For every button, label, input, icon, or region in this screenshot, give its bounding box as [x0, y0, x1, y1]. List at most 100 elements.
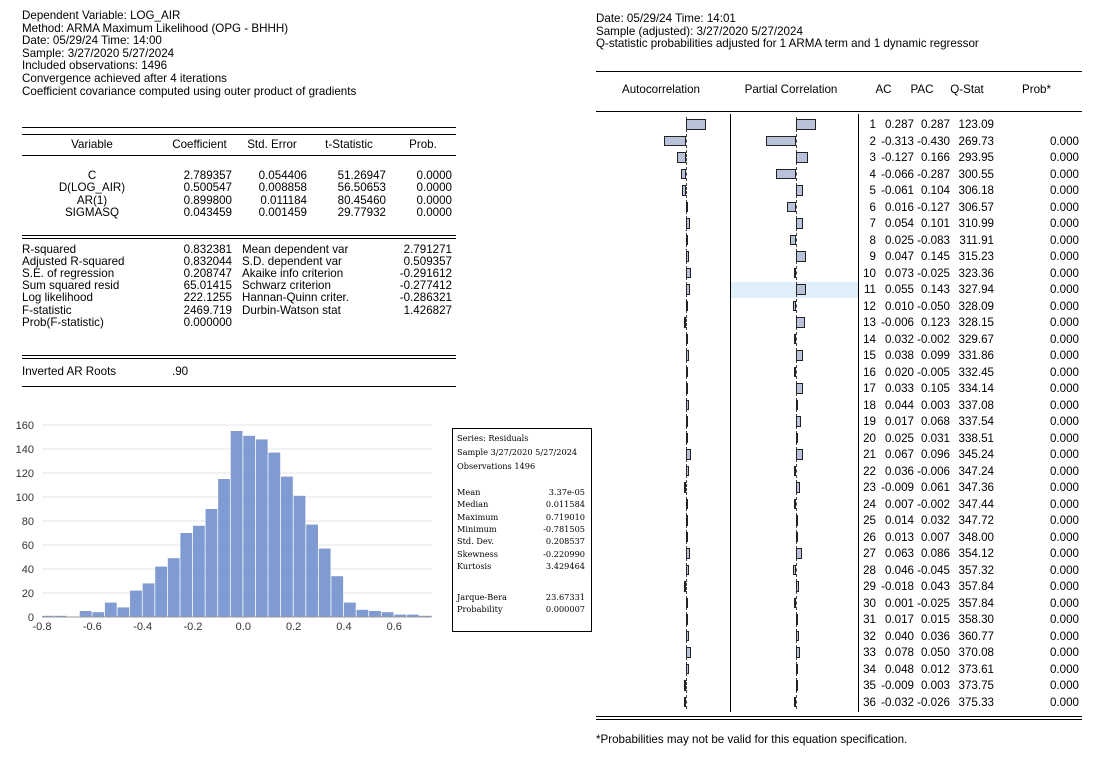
column-header: Prob*: [1021, 83, 1051, 96]
divider: [22, 127, 456, 128]
jarque-bera-label: Jarque-Bera: [457, 592, 507, 602]
table-cell: 0.000: [1049, 530, 1079, 544]
zero-line: [686, 579, 687, 594]
table-cell: 373.75: [958, 679, 994, 692]
ac-bar: [686, 399, 690, 410]
table-cell: 32: [863, 629, 876, 643]
ac-bar: [686, 366, 688, 377]
table-cell: -0.045: [917, 563, 950, 577]
table-cell: 18: [863, 398, 876, 412]
zero-line: [796, 166, 797, 181]
y-tick-label: 60: [22, 540, 34, 552]
column-header: Partial Correlation: [744, 83, 838, 96]
ac-bar: [686, 531, 688, 542]
x-tick-label: -0.8: [33, 621, 52, 633]
table-cell: 0.166: [920, 151, 950, 164]
stat-label: Akaike info criterion: [242, 267, 344, 281]
table-cell: 300.55: [958, 167, 994, 181]
zero-line: [796, 199, 797, 214]
table-cell: 31: [863, 613, 876, 626]
table-cell: 0.000: [1049, 497, 1079, 511]
histogram-bar: [205, 509, 218, 617]
zero-line: [796, 694, 797, 709]
table-cell: 25: [863, 514, 876, 527]
ac-bar: [684, 317, 686, 328]
ac-bar: [681, 168, 686, 179]
table-cell: -0.430: [917, 134, 950, 148]
table-cell: 0.000: [1049, 316, 1079, 329]
table-cell: 3: [869, 151, 876, 164]
table-cell: 0.014: [884, 514, 914, 527]
stat-label: Log likelihood: [22, 291, 93, 305]
table-cell: 0.000: [1049, 481, 1079, 494]
table-cell: 0.008858: [258, 181, 307, 195]
residual-stat-label: Minimum: [457, 523, 497, 534]
header-line: Included observations: 1496: [22, 59, 168, 73]
table-cell: 0.105: [920, 382, 950, 395]
stat-value: -0.291612: [399, 267, 452, 281]
residual-stats-box: Series: Residuals Sample 3/27/2020 5/27/2…: [452, 428, 592, 632]
table-cell: 0.016: [884, 200, 914, 214]
table-cell: 293.95: [958, 151, 994, 164]
table-row: 20 0.025 0.031 338.51 0.000: [596, 430, 1082, 447]
table-cell: 334.14: [958, 382, 994, 395]
table-cell: 328.09: [958, 299, 994, 313]
histogram-bar: [381, 612, 394, 617]
residual-stat-value: -0.781505: [543, 523, 585, 534]
table-cell: 327.94: [958, 283, 994, 296]
pac-bar: [796, 251, 807, 262]
pac-bar: [796, 614, 798, 625]
zero-line: [796, 232, 797, 247]
histogram-bar: [218, 479, 230, 617]
histogram-bar: [142, 583, 155, 617]
table-cell: 0.000: [1049, 679, 1079, 692]
residual-histogram: 0 20 40 60 80 100 120 140 160 -0.8 -0.6 -0.4 -0.2 0.0…: [16, 420, 432, 633]
residual-stat-label: Maximum: [457, 511, 499, 522]
header-line: Sample (adjusted): 3/27/2020 5/27/2024: [596, 24, 803, 38]
table-cell: 358.30: [958, 613, 994, 626]
table-cell: 348.00: [958, 530, 994, 544]
table-cell: 0.000: [1049, 431, 1079, 445]
table-cell: 0.899800: [183, 193, 232, 207]
table-cell: 269.73: [958, 134, 994, 148]
table-cell: 0.013: [884, 530, 914, 544]
ac-bar: [686, 647, 692, 658]
y-tick-label: 160: [16, 420, 34, 432]
histogram-bar: [243, 435, 256, 617]
jarque-bera-label: Probability: [457, 604, 503, 615]
table-cell: 0.000: [1049, 184, 1079, 197]
table-row: 17 0.033 0.105 334.14 0.000: [596, 380, 1082, 397]
table-cell: 0.000: [1049, 613, 1079, 626]
table-cell: 0.033: [884, 382, 914, 395]
table-cell: -0.050: [917, 299, 950, 313]
table-cell: 0.044: [884, 398, 914, 412]
table-cell: 347.72: [958, 514, 994, 527]
zero-line: [796, 265, 797, 280]
ac-bar: [684, 482, 686, 493]
pac-bar: [787, 201, 796, 212]
stat-label: S.D. dependent var: [242, 255, 342, 269]
table-cell: 0.078: [884, 646, 914, 659]
pac-bar: [796, 218, 804, 229]
table-cell: 20: [863, 431, 876, 445]
table-cell: 0.043459: [183, 205, 232, 219]
table-cell: 12: [863, 299, 876, 313]
pac-bar: [796, 432, 799, 443]
table-cell: 0.036: [884, 464, 914, 478]
pac-bar: [794, 465, 796, 476]
table-cell: 0.0000: [416, 169, 452, 182]
table-cell: 56.50653: [337, 181, 386, 195]
table-cell: 0.017: [884, 415, 914, 428]
zero-line: [686, 183, 687, 198]
table-cell: 0.000: [1049, 283, 1079, 296]
table-cell: 15: [863, 349, 876, 362]
zero-line: [796, 595, 797, 610]
table-cell: 0.000: [1049, 398, 1079, 412]
residual-stat-label: Mean: [457, 487, 481, 497]
column-divider: [858, 114, 859, 712]
ac-bar: [681, 185, 686, 196]
pac-bar: [796, 449, 803, 460]
table-row: 5 -0.061 0.104 306.18 0.000: [596, 182, 1082, 199]
column-header: Variable: [71, 138, 113, 151]
table-cell: 26: [863, 530, 876, 544]
